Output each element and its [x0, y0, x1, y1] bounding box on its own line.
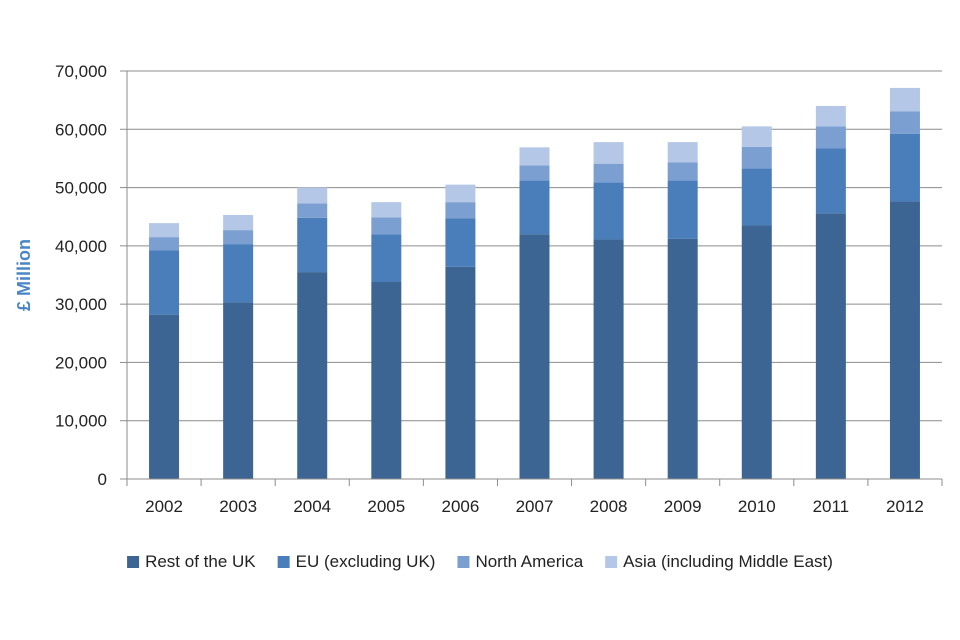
y-axis-title: £ Million [14, 239, 34, 311]
bar-segment [149, 237, 180, 251]
x-tick-label: 2007 [516, 497, 554, 516]
bar-segment [593, 163, 624, 183]
legend: Rest of the UK EU (excluding UK) North Ame… [127, 552, 833, 571]
bar-segment [889, 87, 920, 112]
bar-segment [223, 302, 254, 479]
bar-segment [371, 281, 402, 479]
bar-segment [593, 182, 624, 240]
legend-label: Rest of the UK [145, 552, 256, 571]
bar-segment [667, 180, 698, 239]
x-tick-label: 2009 [664, 497, 702, 516]
legend-label: EU (excluding UK) [296, 552, 436, 571]
bar-segment [889, 133, 920, 202]
bar-segment [297, 203, 328, 218]
bar-segment [667, 162, 698, 181]
bars [149, 87, 920, 479]
axes: 0 10,000 20,000 30,000 40,000 50,000 60,000 70,… [55, 62, 943, 516]
bar-segment [445, 202, 476, 219]
bar-segment [741, 126, 772, 147]
y-tick-label: 10,000 [55, 412, 107, 431]
bar-segment [889, 111, 920, 134]
legend-item: EU (excluding UK) [277, 552, 436, 571]
x-tick-label: 2011 [813, 497, 850, 516]
legend-swatch [457, 556, 470, 568]
x-tick-label: 2004 [293, 497, 331, 516]
legend-label: Asia (including Middle East) [623, 552, 833, 571]
bar-segment [223, 244, 254, 303]
bar-segment [815, 213, 846, 479]
bar-segment [519, 180, 550, 235]
x-tick-label: 2006 [441, 497, 479, 516]
x-tick-label: 2003 [219, 497, 257, 516]
bar-segment [445, 266, 476, 479]
y-tick-label: 70,000 [55, 62, 107, 81]
y-tick-label: 30,000 [55, 295, 107, 314]
bar-segment [445, 184, 476, 203]
bar-segment [741, 168, 772, 226]
legend-label: North America [475, 552, 583, 571]
bar-segment [667, 142, 698, 163]
legend-swatch [277, 556, 290, 568]
bar-segment [297, 272, 328, 479]
bar-segment [297, 217, 328, 273]
bar-segment [889, 201, 920, 479]
bar-segment [371, 202, 402, 218]
bar-segment [371, 217, 402, 235]
legend-item: Asia (including Middle East) [605, 552, 833, 571]
bar-segment [815, 105, 846, 127]
legend-swatch [127, 556, 140, 568]
y-tick-label: 50,000 [55, 179, 107, 198]
x-tick-label: 2010 [738, 497, 776, 516]
legend-item: Rest of the UK [127, 552, 256, 571]
y-tick-label: 0 [98, 470, 107, 489]
bar-segment [741, 225, 772, 479]
bar-segment [519, 234, 550, 479]
bar-segment [815, 126, 846, 149]
x-tick-label: 2005 [367, 497, 405, 516]
bar-segment [149, 223, 180, 238]
x-tick-label: 2002 [145, 497, 183, 516]
bar-segment [149, 250, 180, 315]
bar-segment [593, 142, 624, 164]
bar-segment [223, 214, 254, 231]
bar-segment [667, 238, 698, 479]
bar-segment [149, 314, 180, 479]
x-tick-label: 2008 [590, 497, 628, 516]
y-tick-label: 40,000 [55, 237, 107, 256]
bar-segment [223, 230, 254, 245]
y-tick-label: 60,000 [55, 120, 107, 139]
bar-segment [593, 239, 624, 479]
legend-swatch [605, 556, 618, 568]
bar-segment [445, 218, 476, 267]
bar-segment [297, 187, 328, 204]
y-tick-label: 20,000 [55, 353, 107, 372]
bar-segment [519, 165, 550, 181]
legend-item: North America [457, 552, 584, 571]
bar-segment [519, 147, 550, 166]
bar-segment [371, 234, 402, 282]
bar-segment [741, 146, 772, 169]
bar-segment [815, 148, 846, 214]
x-tick-label: 2012 [886, 497, 924, 516]
